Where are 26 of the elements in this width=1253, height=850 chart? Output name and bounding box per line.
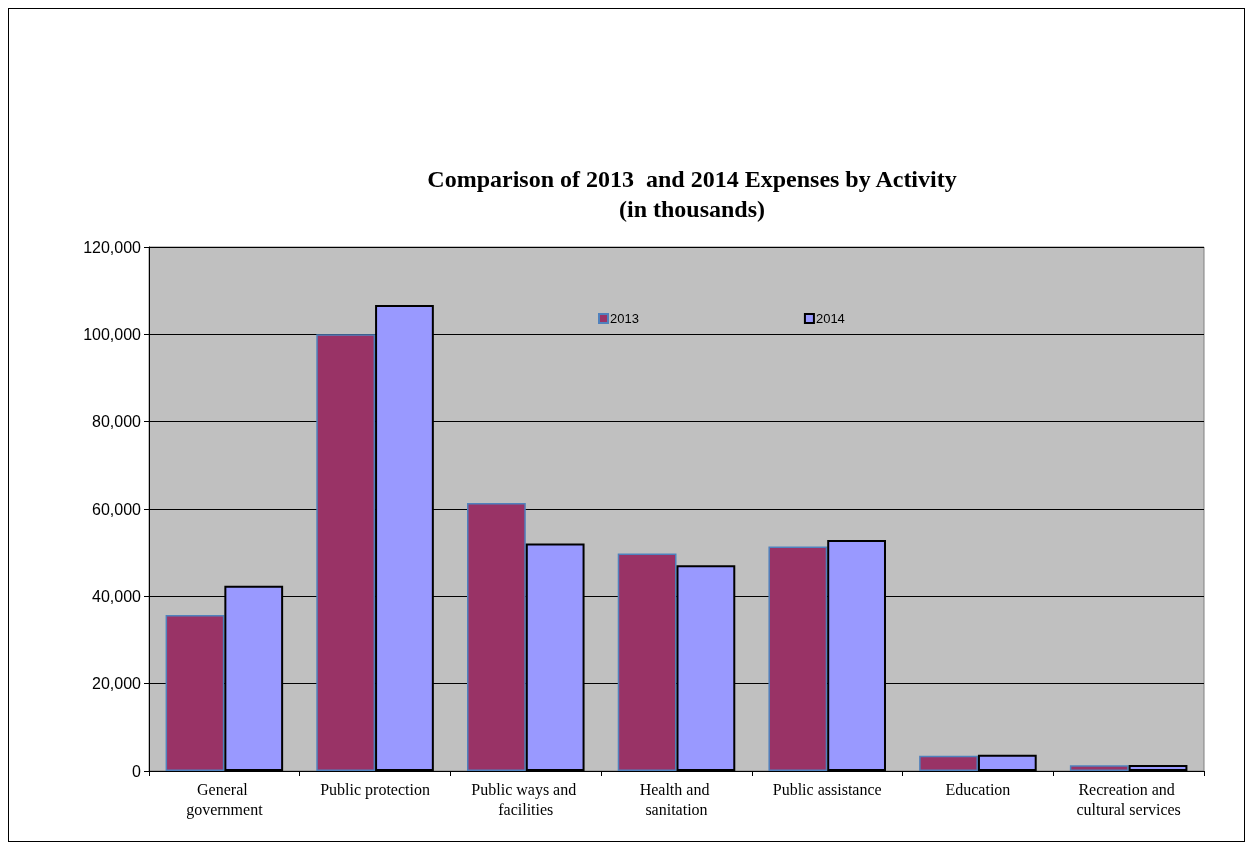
bar: [1128, 764, 1188, 771]
x-tick-label: General government: [186, 780, 264, 819]
bar: [977, 754, 1037, 771]
bar: [316, 334, 376, 771]
x-tick-label: Health and sanitation: [639, 780, 714, 818]
legend-label: 2014: [815, 311, 845, 326]
y-tick-label: 40,000: [92, 587, 142, 605]
x-tick-label: Public protection: [320, 780, 430, 799]
x-tick-label: Public ways and facilities: [471, 780, 581, 818]
y-tick-label: 0: [132, 762, 142, 780]
bar: [768, 546, 828, 771]
chart-title: Comparison of 2013 and 2014 Expenses by Activity (in thousands): [427, 166, 957, 222]
y-tick-label: 100,000: [83, 325, 142, 343]
bar: [467, 502, 526, 771]
y-tick-label: 60,000: [92, 500, 142, 518]
y-tick-label: 20,000: [92, 675, 142, 693]
bar: [617, 553, 677, 771]
y-tick-label: 120,000: [83, 238, 142, 256]
x-tick-label: Recreation and cultural services: [1076, 780, 1181, 818]
bar: [165, 615, 225, 771]
legend-label: 2013: [610, 311, 639, 326]
x-tick-label: Public assistance: [772, 780, 882, 798]
y-tick-label: 80,000: [92, 413, 142, 431]
bar: [1069, 765, 1129, 771]
x-tick-label: Education: [945, 780, 1011, 798]
bar: [919, 755, 978, 771]
